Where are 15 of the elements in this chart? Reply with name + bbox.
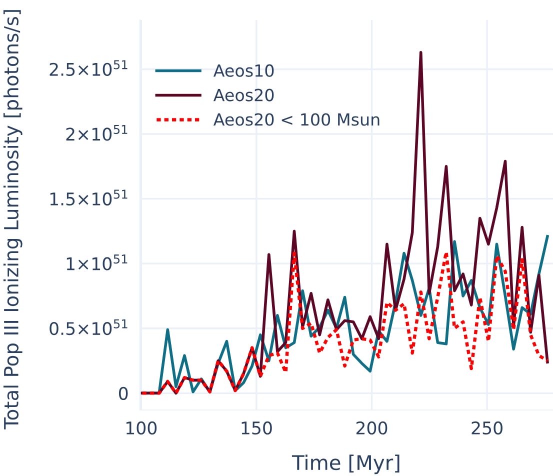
x-tick-label: 150 [242, 421, 272, 435]
y-tick-label: 0 [118, 386, 128, 400]
x-tick-label: 200 [356, 421, 388, 435]
legend-label: Aeos20 < 100 Msun [213, 113, 380, 126]
y-tick-label: 1.5×10$^{51}$ [50, 190, 128, 206]
legend-label: Aeos20 [213, 88, 274, 102]
legend-label: Aeos10 [213, 64, 274, 77]
x-tick-label: 250 [472, 421, 502, 435]
y-axis-title: Total Pop III Ionizing Luminosity [photons/s] [3, 10, 22, 430]
y-tick-label: 2.5×10$^{51}$ [50, 60, 128, 76]
x-tick-label: 100 [126, 421, 157, 435]
x-axis-title: Time [Myr] [292, 454, 400, 474]
y-tick-label: 1×10$^{51}$ [66, 254, 128, 270]
y-tick-label: 0.5×10$^{51}$ [50, 319, 128, 336]
y-tick-label: 2×10$^{51}$ [66, 124, 128, 141]
